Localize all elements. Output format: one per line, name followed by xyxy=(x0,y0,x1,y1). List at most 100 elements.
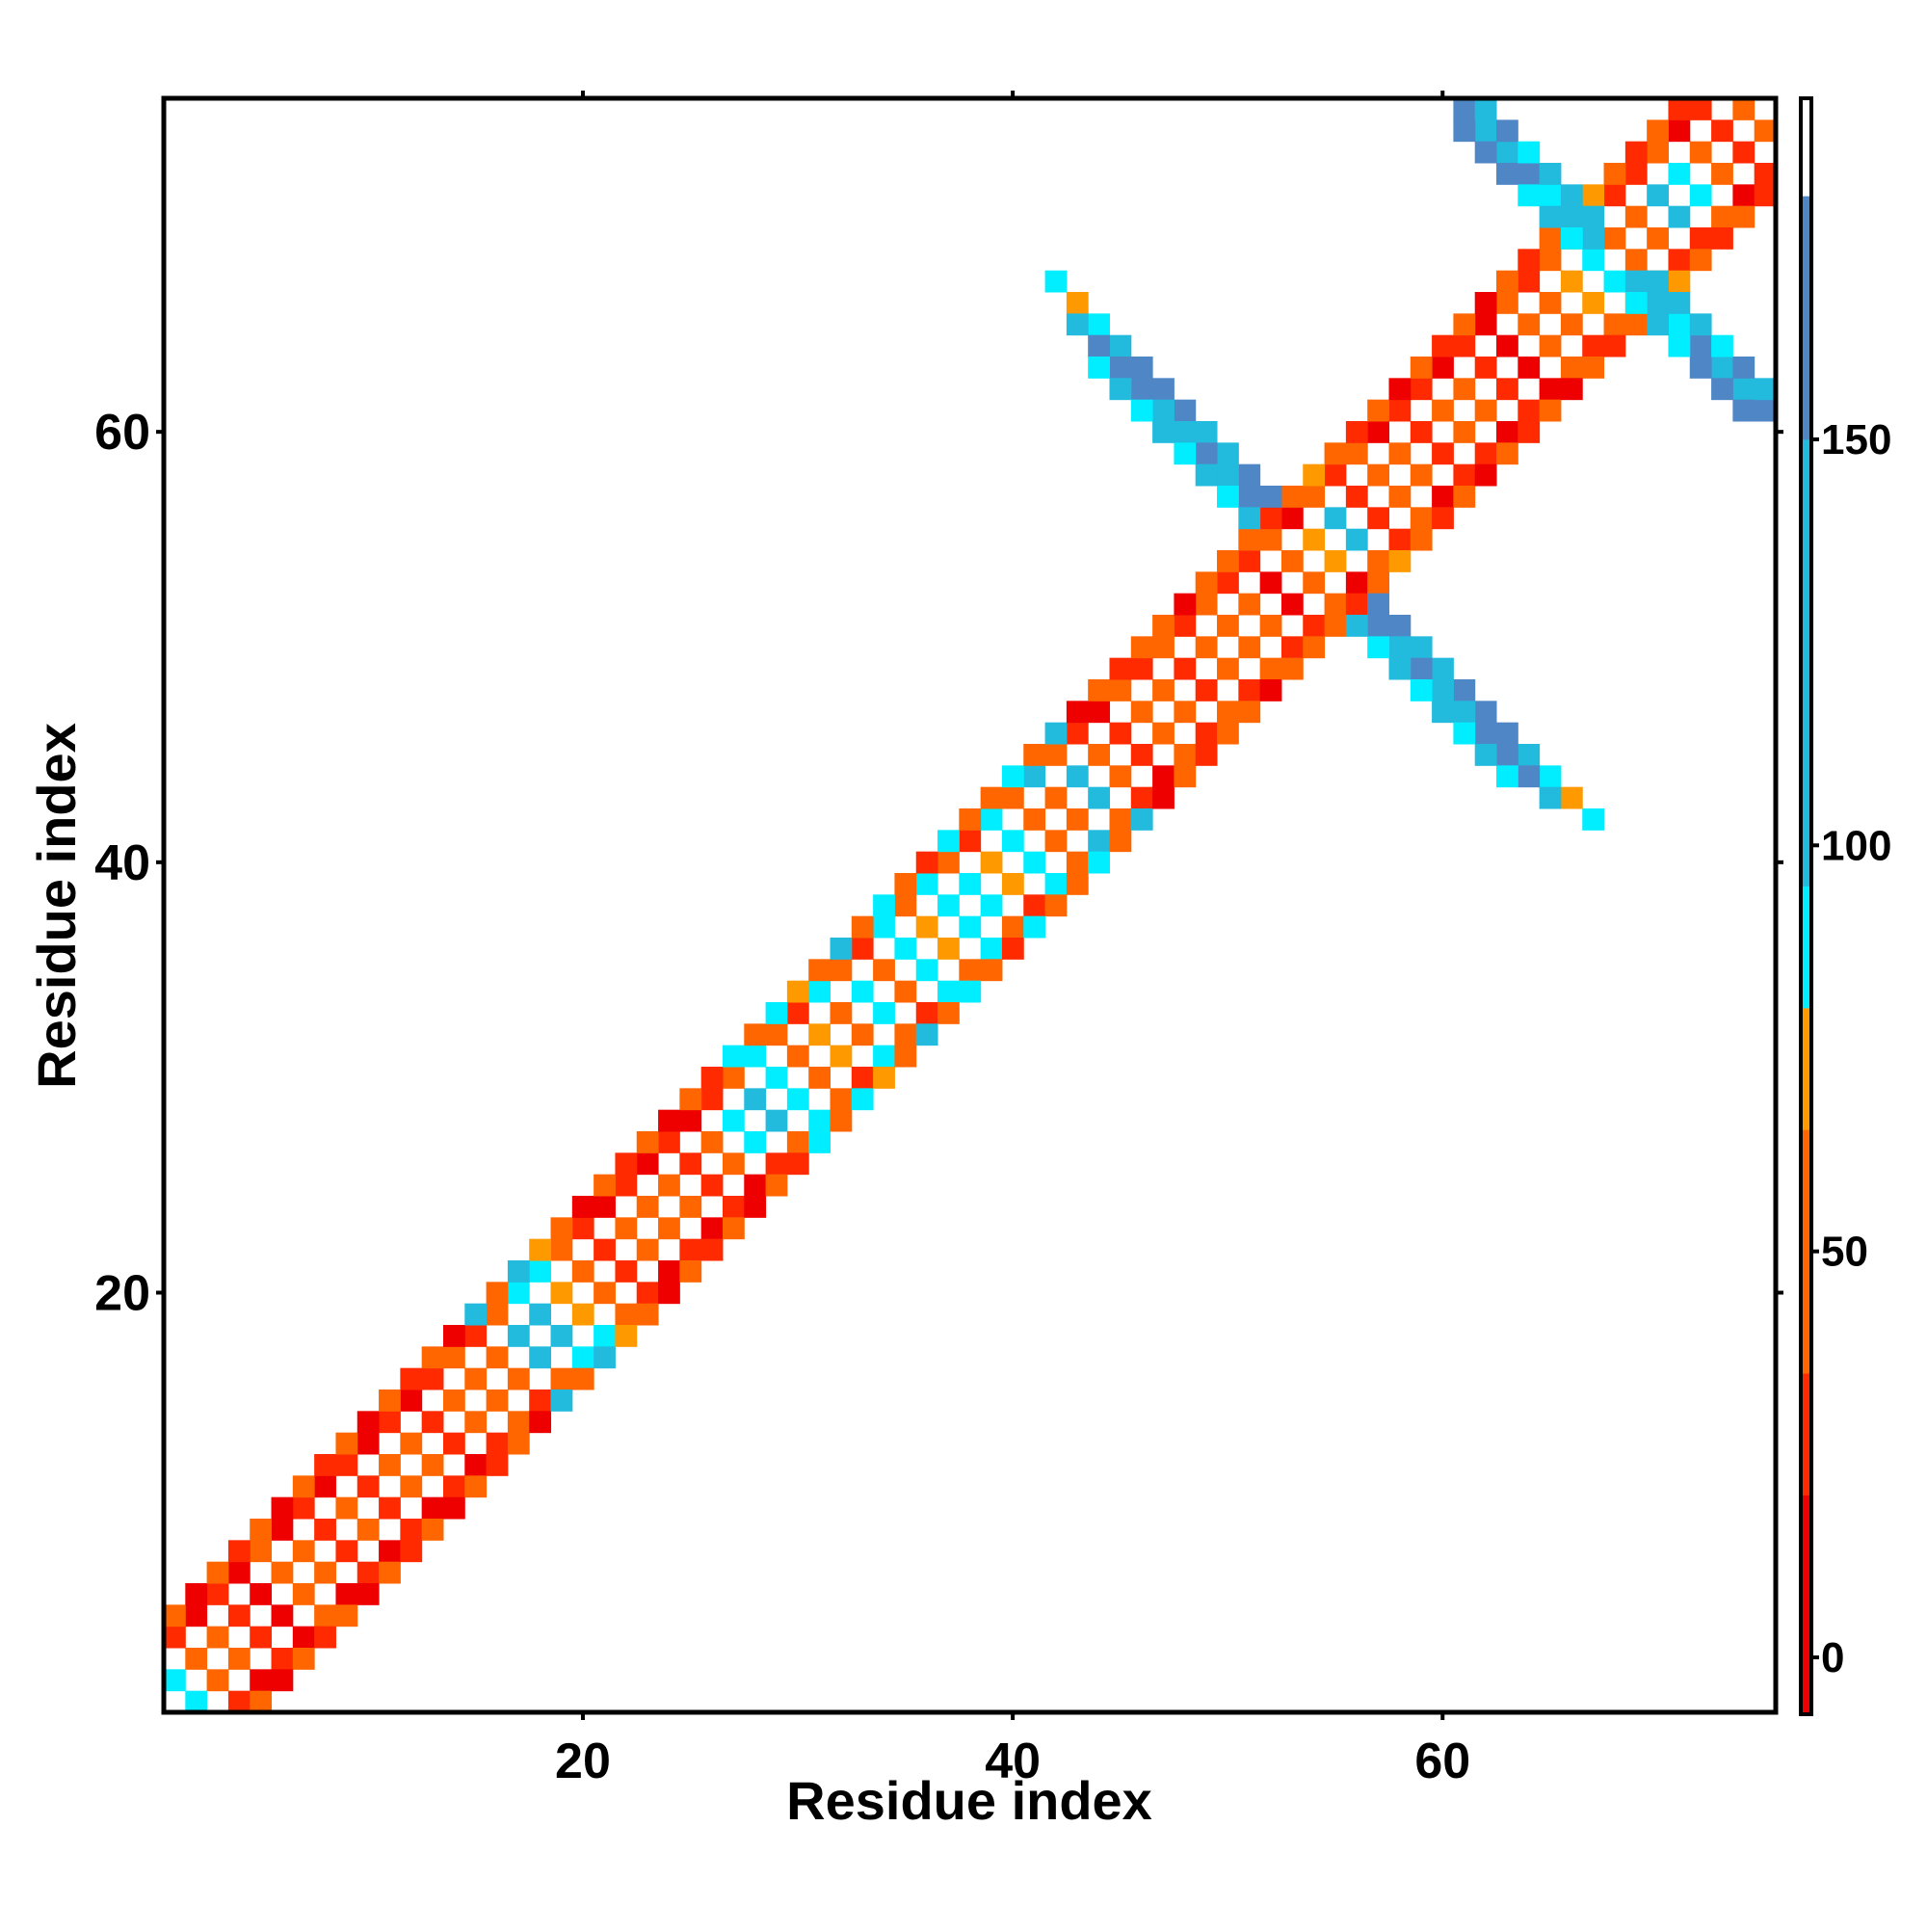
heatmap-cell xyxy=(1023,851,1046,874)
heatmap-cell xyxy=(1582,334,1605,357)
heatmap-cell xyxy=(550,1238,573,1261)
colorbar-tick-label: 150 xyxy=(1821,416,1891,463)
heatmap-cell xyxy=(356,1411,380,1434)
heatmap-cell xyxy=(594,1325,616,1347)
heatmap-cell xyxy=(1109,722,1132,745)
heatmap-cell xyxy=(571,1217,594,1240)
heatmap-cell xyxy=(1453,722,1476,745)
heatmap-cell xyxy=(1303,528,1326,551)
heatmap-cell xyxy=(1195,442,1218,465)
heatmap-cell xyxy=(1453,463,1476,487)
heatmap-cell xyxy=(679,1196,702,1218)
heatmap-cell xyxy=(700,1088,724,1111)
heatmap-cell xyxy=(1023,915,1046,939)
heatmap-cell xyxy=(185,1583,208,1605)
heatmap-cell xyxy=(1174,593,1197,616)
heatmap-cell xyxy=(1088,701,1110,724)
heatmap-cell xyxy=(1345,421,1368,443)
heatmap-cell xyxy=(658,1282,680,1305)
heatmap-cell xyxy=(1388,615,1412,637)
heatmap-cell xyxy=(1689,313,1712,336)
heatmap-cell xyxy=(873,1002,895,1024)
heatmap-cell xyxy=(808,1109,832,1132)
heatmap-cell xyxy=(1367,421,1389,443)
heatmap-cell xyxy=(1624,249,1648,272)
heatmap-cell xyxy=(550,1389,573,1412)
heatmap-cell xyxy=(529,1303,552,1326)
heatmap-cell xyxy=(1432,334,1454,357)
heatmap-cell xyxy=(1044,744,1068,766)
heatmap-cell xyxy=(1001,786,1024,809)
heatmap-cell xyxy=(1259,571,1282,595)
heatmap-cell xyxy=(1647,292,1669,314)
heatmap-cell xyxy=(1152,615,1175,637)
heatmap-cell xyxy=(1023,744,1046,766)
x-tick-label: 60 xyxy=(1414,1734,1470,1789)
heatmap-cell xyxy=(335,1432,358,1455)
heatmap-cell xyxy=(658,1109,680,1132)
heatmap-cell xyxy=(808,959,832,982)
heatmap-cell xyxy=(1603,227,1626,250)
y-tick-label: 20 xyxy=(94,1266,150,1322)
heatmap-cell xyxy=(658,1260,680,1283)
heatmap-cell xyxy=(400,1475,423,1498)
heatmap-cell xyxy=(1474,313,1497,336)
heatmap-cell xyxy=(658,1174,680,1197)
heatmap-cell xyxy=(1518,357,1541,379)
heatmap-cell xyxy=(658,1217,680,1240)
heatmap-cell xyxy=(442,1389,465,1412)
heatmap-cell xyxy=(571,1196,594,1218)
heatmap-cell xyxy=(164,1626,186,1649)
heatmap-cell xyxy=(1474,744,1497,766)
heatmap-cell xyxy=(1303,486,1326,508)
heatmap-cell xyxy=(1474,463,1497,487)
heatmap-cell xyxy=(1668,292,1691,314)
heatmap-cell xyxy=(1647,119,1669,143)
heatmap-cell xyxy=(421,1519,444,1541)
heatmap-cell xyxy=(636,1282,659,1305)
heatmap-cell xyxy=(1560,184,1583,207)
heatmap-cell xyxy=(786,1045,809,1068)
heatmap-cell xyxy=(1474,357,1497,379)
heatmap-cell xyxy=(206,1561,229,1584)
heatmap-cell xyxy=(873,894,895,917)
heatmap-cell xyxy=(1668,270,1691,293)
heatmap-cell xyxy=(1732,184,1755,207)
heatmap-cell xyxy=(1195,722,1218,745)
heatmap-cell xyxy=(1066,722,1089,745)
heatmap-cell xyxy=(1174,765,1197,788)
heatmap-cell xyxy=(1560,378,1583,401)
heatmap-cell xyxy=(1647,227,1669,250)
heatmap-cell xyxy=(1217,442,1239,465)
heatmap-cell xyxy=(1066,313,1089,336)
heatmap-cell xyxy=(1174,615,1197,637)
heatmap-cell xyxy=(379,1561,401,1584)
heatmap-cell xyxy=(1496,722,1518,745)
heatmap-cell xyxy=(1496,421,1518,443)
heatmap-cell xyxy=(464,1411,488,1434)
heatmap-cell xyxy=(1432,657,1454,680)
heatmap-cell xyxy=(1453,313,1476,336)
heatmap-cell xyxy=(1088,313,1110,336)
heatmap-cell xyxy=(1518,163,1541,185)
heatmap-cell xyxy=(615,1303,638,1326)
colorbar-band xyxy=(1801,1495,1811,1715)
heatmap-cell xyxy=(1496,334,1518,357)
heatmap-cell xyxy=(1410,657,1433,680)
heatmap-cell xyxy=(636,1303,659,1326)
heatmap-cell xyxy=(873,959,895,982)
heatmap-cell xyxy=(1647,270,1669,293)
heatmap-cell xyxy=(1066,808,1089,831)
heatmap-cell xyxy=(1238,701,1261,724)
heatmap-cell xyxy=(1496,119,1518,143)
heatmap-cell xyxy=(1754,184,1777,207)
heatmap-cell xyxy=(1754,399,1777,422)
heatmap-cell xyxy=(1174,442,1197,465)
heatmap-cell xyxy=(185,1690,208,1713)
heatmap-cell xyxy=(1195,463,1218,487)
heatmap-cell xyxy=(1088,851,1110,874)
heatmap-cell xyxy=(464,1475,488,1498)
heatmap-cell xyxy=(765,1067,788,1089)
heatmap-cell xyxy=(786,980,809,1003)
